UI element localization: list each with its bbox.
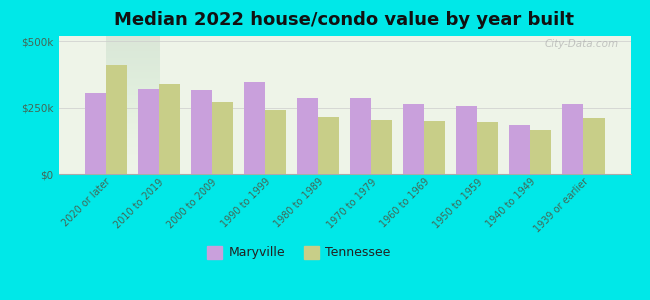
Bar bbox=[350, 98, 371, 174]
Bar bbox=[159, 84, 180, 174]
Bar bbox=[138, 89, 159, 174]
Bar bbox=[456, 106, 477, 174]
Bar bbox=[190, 90, 212, 174]
Bar bbox=[530, 130, 551, 174]
Bar bbox=[477, 122, 499, 174]
Bar bbox=[583, 118, 605, 174]
Bar bbox=[84, 93, 106, 174]
Bar bbox=[318, 117, 339, 174]
Text: City-Data.com: City-Data.com bbox=[545, 39, 619, 49]
Bar bbox=[509, 125, 530, 174]
Bar bbox=[244, 82, 265, 174]
Bar bbox=[562, 104, 583, 174]
Bar bbox=[265, 110, 286, 174]
Bar bbox=[403, 104, 424, 174]
Bar bbox=[424, 121, 445, 174]
Bar bbox=[371, 120, 392, 174]
Legend: Maryville, Tennessee: Maryville, Tennessee bbox=[202, 241, 395, 264]
Bar bbox=[212, 102, 233, 174]
Title: Median 2022 house/condo value by year built: Median 2022 house/condo value by year bu… bbox=[114, 11, 575, 29]
Bar bbox=[297, 98, 318, 174]
Bar bbox=[106, 65, 127, 174]
